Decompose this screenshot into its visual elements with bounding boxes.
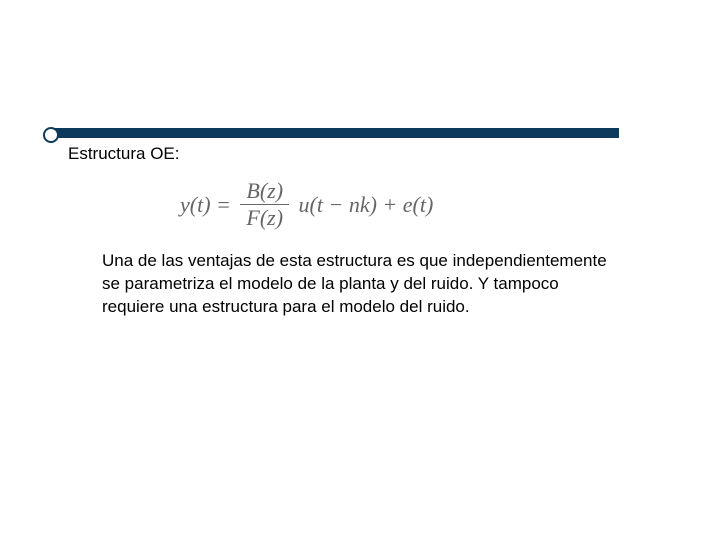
body-paragraph: Una de las ventajas de esta estructura e… xyxy=(102,250,612,319)
slide: Estructura OE: y(t) = B(z) F(z) u(t − nk… xyxy=(0,0,720,540)
equation-lhs: y(t) = xyxy=(180,192,231,218)
section-heading: Estructura OE: xyxy=(68,144,179,164)
equation-numerator: B(z) xyxy=(240,180,289,205)
equation: y(t) = B(z) F(z) u(t − nk) + e(t) xyxy=(180,180,433,229)
bullet-dot-icon xyxy=(43,127,59,143)
equation-fraction: B(z) F(z) xyxy=(240,180,289,229)
equation-denominator: F(z) xyxy=(240,205,289,229)
title-bar xyxy=(54,128,619,138)
equation-rhs: u(t − nk) + e(t) xyxy=(299,192,434,218)
